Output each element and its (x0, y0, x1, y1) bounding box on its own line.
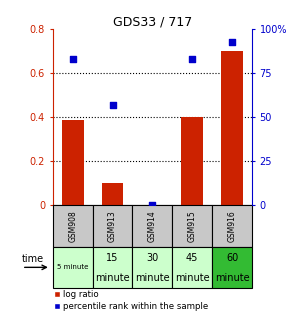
Text: minute: minute (215, 273, 249, 283)
Text: 60: 60 (226, 253, 238, 263)
Point (230, 39, 234, 44)
Bar (172, 247, 212, 288)
Bar (132, 205, 172, 247)
Bar (93, 247, 132, 288)
Point (70, 57, 75, 62)
Text: minute: minute (135, 273, 170, 283)
Bar (62, 120, 84, 205)
Legend: log ratio, percentile rank within the sample: log ratio, percentile rank within the sa… (53, 290, 209, 311)
Bar (93, 205, 132, 247)
Text: minute: minute (95, 273, 130, 283)
Text: GSM908: GSM908 (68, 210, 77, 242)
Bar (212, 247, 252, 288)
Bar (181, 117, 203, 205)
Bar (102, 183, 123, 205)
Text: GSM915: GSM915 (188, 210, 197, 242)
Title: GDS33 / 717: GDS33 / 717 (113, 15, 192, 28)
Text: 5 minute: 5 minute (57, 264, 88, 270)
Bar (172, 205, 212, 247)
Text: GSM916: GSM916 (228, 210, 236, 242)
Bar (132, 247, 172, 288)
Text: GSM913: GSM913 (108, 210, 117, 242)
Point (150, 203, 155, 208)
Text: 15: 15 (106, 253, 119, 263)
Text: 45: 45 (186, 253, 198, 263)
Point (110, 102, 115, 108)
Text: minute: minute (175, 273, 209, 283)
Text: time: time (22, 254, 44, 264)
Point (190, 57, 195, 62)
Text: GSM914: GSM914 (148, 210, 157, 242)
Bar (53, 205, 93, 247)
Bar (221, 51, 243, 205)
Bar (212, 205, 252, 247)
Text: 30: 30 (146, 253, 159, 263)
Bar (53, 247, 93, 288)
